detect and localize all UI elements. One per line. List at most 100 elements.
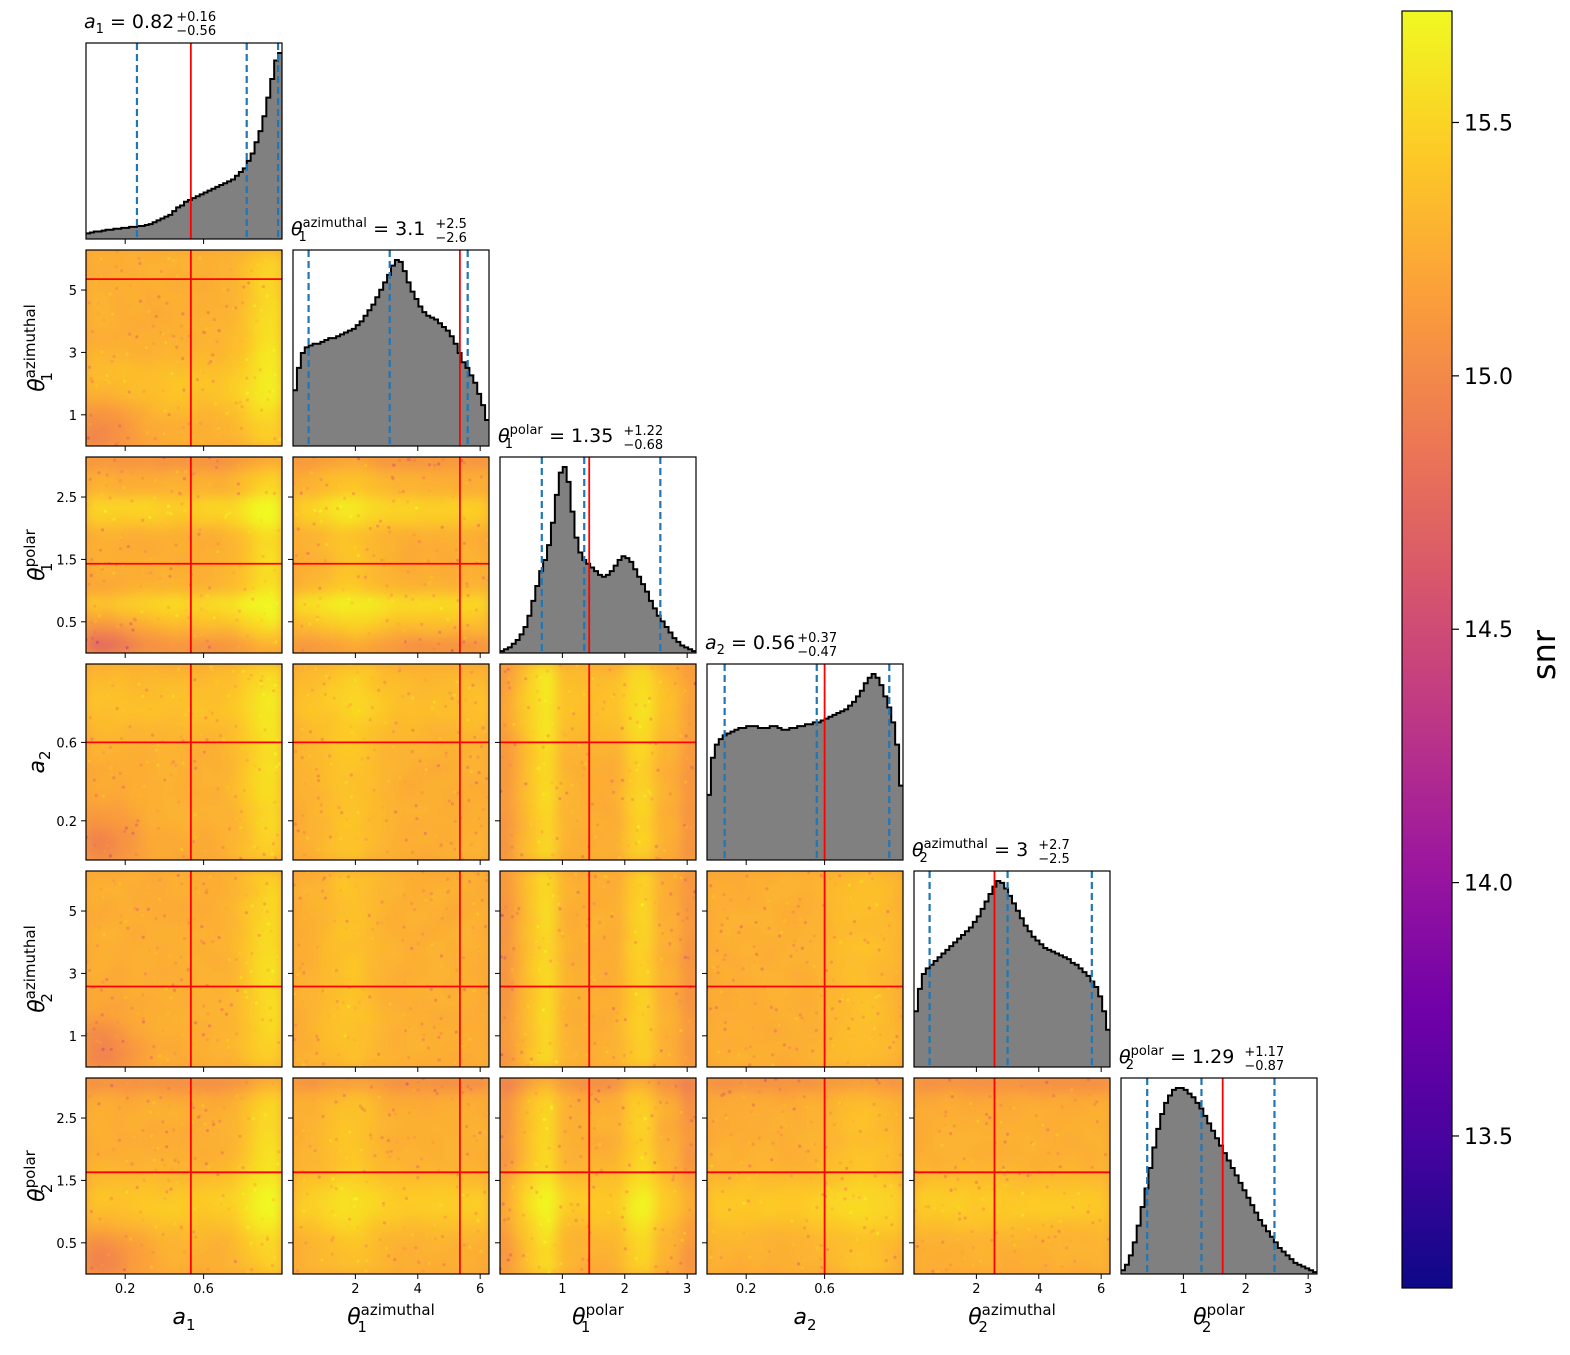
x-tick-label: 0.2	[115, 1282, 136, 1297]
colorbar-tick-label: 14.0	[1464, 872, 1513, 897]
y-tick-label: 1	[69, 409, 77, 424]
x-tick-label: 6	[1097, 1282, 1105, 1297]
x-tick-label: 2	[351, 1282, 359, 1297]
panel-t1pol-vs-a1: 0.51.52.5	[56, 456, 283, 658]
panel-a2-vs-t1az	[288, 663, 490, 865]
scatter-t2pol-vs-a1	[85, 1077, 284, 1275]
panel-t2az-vs-t1pol	[495, 870, 697, 1072]
scatter-t2pol-vs-t2az	[913, 1077, 1111, 1275]
y-axis-label-a2: a2	[25, 750, 54, 773]
x-tick-label: 4	[1035, 1282, 1043, 1297]
y-tick-label: 2.5	[56, 491, 77, 506]
x-tick-label: 2	[972, 1282, 980, 1297]
y-tick-label: 0.2	[56, 815, 77, 830]
panel-title-plus-a1: +0.16	[176, 10, 216, 25]
panel-title-minus-t2pol: −0.87	[1244, 1059, 1284, 1074]
panel-a2-vs-t1pol	[495, 663, 697, 865]
scatter-t2pol-vs-a2	[706, 1077, 904, 1275]
histogram-fill-a1	[86, 53, 282, 239]
histogram-fill-t2az	[914, 881, 1110, 1067]
panel-t2pol-vs-t2az: 2 4 6	[909, 1077, 1111, 1297]
colorbar-tick-label: 15.5	[1464, 111, 1513, 136]
y-tick-label: 5	[69, 284, 77, 299]
y-tick-label: 1	[69, 1030, 77, 1045]
y-tick-label: 3	[69, 967, 77, 982]
scatter-t1pol-vs-a1	[85, 456, 283, 654]
panel-a2-vs-a2: a2 = 0.56+0.37−0.47	[705, 631, 903, 865]
scatter-t2az-vs-t1pol	[499, 870, 697, 1068]
panel-title-plus-t1pol: +1.22	[623, 424, 663, 439]
y-tick-label: 0.6	[56, 736, 77, 751]
panel-title-plus-t2az: +2.7	[1038, 838, 1070, 853]
panel-a2-vs-a1: 0.2 0.6	[56, 663, 283, 865]
panel-title-minus-a2: −0.47	[797, 645, 837, 660]
x-tick-label: 2	[1242, 1282, 1250, 1297]
panel-t2az-vs-t1az	[288, 870, 490, 1072]
histogram-fill-t2pol	[1121, 1088, 1317, 1274]
x-tick-label: 0.2	[736, 1282, 757, 1297]
y-axis-label-t2az: θazimuthal2	[21, 925, 56, 1013]
scatter-a2-vs-t1pol	[499, 663, 697, 861]
histogram-fill-a2	[707, 674, 903, 860]
y-tick-label: 1.5	[56, 1174, 77, 1189]
x-tick-label: 3	[683, 1282, 691, 1297]
x-tick-label: 3	[1304, 1282, 1312, 1297]
y-axis-label-t1az: θazimuthal1	[21, 304, 56, 392]
panel-a1-vs-a1: a1 = 0.82+0.16−0.56	[84, 10, 282, 244]
colorbar-gradient	[1402, 11, 1452, 1288]
panel-title-a1: a1 = 0.82	[84, 11, 174, 37]
panel-t2pol-vs-a1: 0.2 0.6 0.5 1.5 2.5	[56, 1077, 283, 1297]
histogram-fill-t1pol	[500, 467, 696, 653]
scatter-t2az-vs-a1	[85, 870, 283, 1068]
colorbar-tick-label: 15.0	[1464, 365, 1513, 390]
y-axis-label-t1pol: θpolar1	[21, 528, 56, 581]
panel-title-minus-t2az: −2.5	[1038, 852, 1070, 867]
x-axis-label-a1: a1	[172, 1305, 195, 1334]
y-tick-label: 3	[69, 346, 77, 361]
panel-t2pol-vs-a2: 0.2 0.6	[702, 1077, 904, 1297]
panel-title-plus-t1az: +2.5	[435, 217, 467, 232]
scatter-t2az-vs-a2	[705, 870, 904, 1068]
panel-t2az-vs-a2	[702, 870, 904, 1072]
x-axis-label-a2: a2	[793, 1305, 816, 1334]
scatter-t2pol-vs-t1pol	[499, 1077, 697, 1275]
panel-t1az-vs-a1: 1 3 5	[69, 249, 283, 451]
y-tick-label: 1.5	[56, 553, 77, 568]
panel-title-minus-a1: −0.56	[176, 24, 216, 39]
y-tick-label: 2.5	[56, 1112, 77, 1127]
panel-title-a2: a2 = 0.56	[705, 632, 795, 658]
colorbar-tick-label: 14.5	[1464, 618, 1513, 643]
scatter-a2-vs-a1	[85, 663, 283, 861]
panel-title-plus-t2pol: +1.17	[1244, 1045, 1284, 1060]
panel-title-minus-t1pol: −0.68	[623, 438, 663, 453]
panel-title-plus-a2: +0.37	[797, 631, 837, 646]
x-tick-label: 4	[414, 1282, 422, 1297]
panel-t2az-vs-a1: 1 3 5	[69, 870, 283, 1072]
x-tick-label: 2	[621, 1282, 629, 1297]
x-tick-label: 6	[476, 1282, 484, 1297]
x-tick-label: 0.6	[193, 1282, 214, 1297]
y-tick-label: 0.5	[56, 1237, 77, 1252]
panel-t1pol-vs-t1az	[288, 456, 490, 658]
y-tick-label: 5	[69, 905, 77, 920]
x-tick-label: 0.6	[814, 1282, 835, 1297]
colorbar-tick-label: 13.5	[1464, 1125, 1513, 1150]
panel-t2pol-vs-t1az: 2 4 6	[288, 1077, 490, 1297]
x-tick-label: 1	[1179, 1282, 1187, 1297]
panel-title-minus-t1az: −2.6	[435, 231, 467, 246]
